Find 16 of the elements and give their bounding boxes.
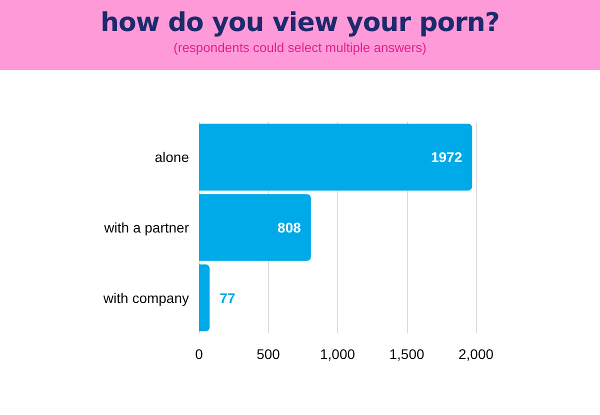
data-label: 77 [220, 290, 236, 306]
data-label: 1972 [430, 149, 462, 166]
x-tick-label: 0 [195, 346, 204, 362]
chart-subtitle: (respondents could select multiple answers) [172, 40, 428, 55]
y-tick-label: with a partner [103, 220, 190, 236]
bar [199, 264, 210, 332]
data-label: 808 [278, 220, 302, 236]
x-tick-label: 1,000 [320, 346, 356, 362]
x-tick-label: 2,000 [458, 346, 494, 362]
y-tick-label: alone [154, 149, 190, 166]
x-tick-label: 1,500 [389, 346, 424, 362]
chart-title: how do you view your porn? [100, 8, 500, 38]
y-tick-label: with company [102, 290, 189, 306]
bar [199, 194, 311, 261]
bar [199, 124, 472, 191]
x-tick-label: 500 [256, 346, 280, 362]
